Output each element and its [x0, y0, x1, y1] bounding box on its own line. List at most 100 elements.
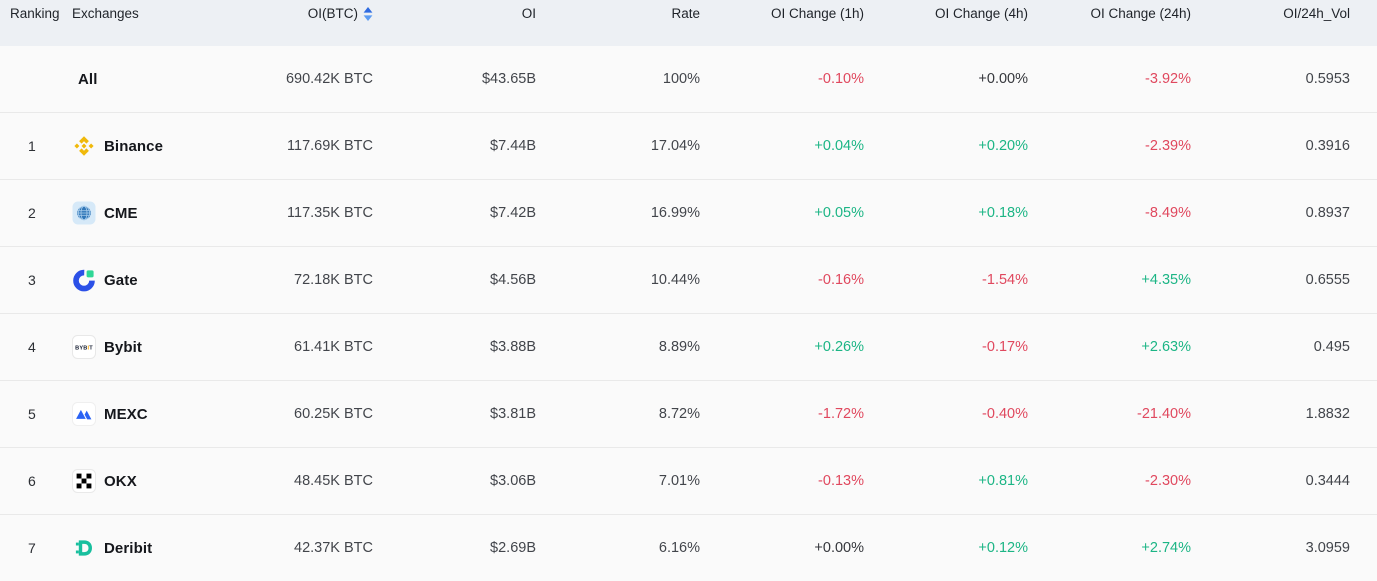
oi-change-1h-cell: -0.10%: [818, 71, 864, 87]
column-header-oi_change_24h[interactable]: OI Change (24h): [1028, 0, 1191, 23]
column-header-label: OI(BTC): [307, 6, 358, 21]
column-header-rate[interactable]: Rate: [536, 0, 700, 23]
oi-change-24h-cell: -2.30%: [1145, 473, 1191, 489]
oi-change-1h-cell: -0.16%: [818, 272, 864, 288]
oi-btc-cell: 690.42K BTC: [285, 71, 373, 87]
oi-cell: $7.44B: [490, 138, 536, 154]
binance-icon: [72, 134, 96, 158]
ranking-cell: 3: [28, 272, 36, 288]
rate-cell: 8.72%: [658, 406, 700, 422]
oi-cell: $3.81B: [490, 406, 536, 422]
oi-change-4h-cell: +0.00%: [978, 71, 1028, 87]
oi-btc-cell: 42.37K BTC: [294, 540, 373, 556]
oi-24h-vol-cell: 0.3916: [1305, 138, 1350, 154]
column-header-label: OI Change (4h): [934, 6, 1028, 21]
oi-change-4h-cell: +0.20%: [978, 138, 1028, 154]
bybit-icon: BYBIT: [72, 335, 96, 359]
oi-change-1h-cell: +0.00%: [814, 540, 864, 556]
sort-icon[interactable]: [363, 6, 373, 22]
column-header-ranking[interactable]: Ranking: [10, 0, 72, 23]
table-row-all[interactable]: All 690.42K BTC $43.65B 100% -0.10% +0.00% -3.…: [0, 46, 1377, 113]
ranking-cell: 4: [28, 339, 36, 355]
exchange-name: Binance: [104, 137, 164, 155]
oi-cell: $43.65B: [481, 71, 536, 87]
oi-btc-cell: 117.69K BTC: [287, 138, 373, 154]
column-header-label: Ranking: [10, 6, 60, 21]
oi-change-1h-cell: -1.72%: [818, 406, 864, 422]
rate-cell: 100%: [662, 71, 700, 87]
oi-cell: $3.06B: [490, 473, 536, 489]
svg-text:BYBIT: BYBIT: [75, 345, 93, 351]
table-row-mexc[interactable]: 5 MEXC 60.25K BTC $3.81B 8.72% -1.72% -0.40% -…: [0, 381, 1377, 448]
rate-cell: 16.99%: [650, 205, 700, 221]
oi-change-1h-cell: -0.13%: [818, 473, 864, 489]
oi-24h-vol-cell: 0.3444: [1305, 473, 1350, 489]
oi-change-24h-cell: -2.39%: [1145, 138, 1191, 154]
oi-btc-cell: 117.35K BTC: [287, 205, 373, 221]
oi-change-24h-cell: -21.40%: [1136, 406, 1191, 422]
ranking-cell: 6: [28, 473, 36, 489]
ranking-cell: 5: [28, 406, 36, 422]
exchange-cell: Deribit: [72, 536, 213, 560]
oi-change-1h-cell: +0.26%: [814, 339, 864, 355]
exchange-cell: Gate: [72, 268, 213, 292]
ranking-cell: 1: [28, 138, 36, 154]
table-body: All 690.42K BTC $43.65B 100% -0.10% +0.00% -3.…: [0, 46, 1377, 581]
table-row-gate[interactable]: 3 Gate 72.18K BTC $4.56B 10.44% -0.16% -1.54%…: [0, 247, 1377, 314]
oi-cell: $7.42B: [490, 205, 536, 221]
column-header-exchanges[interactable]: Exchanges: [72, 0, 213, 23]
oi-cell: $4.56B: [490, 272, 536, 288]
oi-cell: $2.69B: [490, 540, 536, 556]
column-header-label: Rate: [671, 6, 700, 21]
oi-24h-vol-cell: 0.6555: [1305, 272, 1350, 288]
oi-change-24h-cell: -3.92%: [1145, 71, 1191, 87]
column-header-label: OI Change (24h): [1090, 6, 1191, 21]
column-header-oi_change_4h[interactable]: OI Change (4h): [864, 0, 1028, 23]
table-row-bybit[interactable]: 4 BYBIT Bybit 61.41K BTC $3.88B 8.89% +0.26% -…: [0, 314, 1377, 381]
table-header-row: Ranking Exchanges OI(BTC) OI Rate OI Change …: [0, 0, 1377, 46]
table-row-deribit[interactable]: 7 Deribit 42.37K BTC $2.69B 6.16% +0.00% +0.1…: [0, 515, 1377, 581]
exchange-cell: Binance: [72, 134, 213, 158]
oi-btc-cell: 61.41K BTC: [294, 339, 373, 355]
oi-change-4h-cell: +0.12%: [978, 540, 1028, 556]
oi-change-4h-cell: +0.18%: [978, 205, 1028, 221]
oi-24h-vol-cell: 0.8937: [1305, 205, 1350, 221]
exchange-name: Deribit: [104, 539, 153, 557]
rate-cell: 7.01%: [658, 473, 700, 489]
oi-cell: $3.88B: [490, 339, 536, 355]
exchange-name: OKX: [104, 472, 137, 490]
table-row-binance[interactable]: 1 Binance 117.69K BTC $7.44B 17.04% +0.04% +0…: [0, 113, 1377, 180]
gate-icon: [72, 268, 96, 292]
column-header-oi_change_1h[interactable]: OI Change (1h): [700, 0, 864, 23]
exchange-name: Bybit: [104, 338, 142, 356]
column-header-oi_24h_vol[interactable]: OI/24h_Vol: [1191, 0, 1377, 23]
exchange-name: MEXC: [104, 405, 148, 423]
column-header-label: OI/24h_Vol: [1283, 6, 1350, 21]
deribit-icon: [72, 536, 96, 560]
oi-change-24h-cell: +2.63%: [1141, 339, 1191, 355]
oi-btc-cell: 48.45K BTC: [294, 473, 373, 489]
oi-change-4h-cell: -1.54%: [982, 272, 1028, 288]
exchange-cell: OKX: [72, 469, 213, 493]
oi-24h-vol-cell: 0.495: [1313, 339, 1350, 355]
oi-change-24h-cell: -8.49%: [1145, 205, 1191, 221]
oi-change-4h-cell: -0.17%: [982, 339, 1028, 355]
column-header-label: Exchanges: [72, 6, 139, 21]
exchange-cell: CME: [72, 201, 213, 225]
rate-cell: 6.16%: [658, 540, 700, 556]
cme-icon: [72, 201, 96, 225]
exchange-name: All: [78, 70, 98, 88]
oi-btc-cell: 60.25K BTC: [294, 406, 373, 422]
oi-btc-cell: 72.18K BTC: [294, 272, 373, 288]
oi-24h-vol-cell: 1.8832: [1305, 406, 1350, 422]
exchange-cell: All: [72, 71, 213, 88]
table-row-okx[interactable]: 6 OKX 48.45K BTC $3.06B 7.01% -0.13% +0.81% -2…: [0, 448, 1377, 515]
mexc-icon: [72, 402, 96, 426]
rate-cell: 17.04%: [650, 138, 700, 154]
column-header-oi_btc[interactable]: OI(BTC): [213, 0, 373, 23]
table-row-cme[interactable]: 2 CME 117.35K BTC $7.42B 16.99% +0.05% +0.18%…: [0, 180, 1377, 247]
column-header-oi[interactable]: OI: [373, 0, 536, 23]
oi-change-1h-cell: +0.04%: [814, 138, 864, 154]
exchange-cell: MEXC: [72, 402, 213, 426]
